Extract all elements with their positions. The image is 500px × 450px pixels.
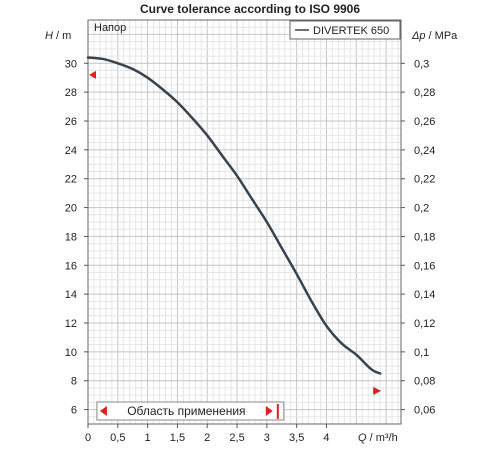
- operating-range-box: [96, 401, 285, 421]
- x-tick-label: 1: [145, 432, 151, 444]
- y-right-tick-label: 0,24: [414, 145, 435, 157]
- y-axis-right-var: Δp: [411, 30, 426, 42]
- y-right-tick-label: 0,22: [414, 174, 435, 186]
- y-left-tick-label: 28: [65, 87, 77, 99]
- y-right-tick-label: 0,12: [414, 318, 435, 330]
- y-right-tick-label: 0,14: [414, 289, 435, 301]
- x-axis-label: Q / m³/h: [358, 432, 398, 444]
- y-left-tick-label: 20: [65, 203, 77, 215]
- y-right-tick-label: 0,16: [414, 260, 435, 272]
- x-axis-unit: / m³/h: [367, 432, 398, 444]
- x-axis-var: Q: [358, 432, 367, 444]
- y-axis-right-label: Δp / MPa: [411, 30, 458, 42]
- legend-box: [289, 20, 401, 40]
- chart-title: Curve tolerance according to ISO 9906: [140, 2, 360, 16]
- legend: DIVERTEK 650: [289, 20, 401, 40]
- y-left-tick-label: 30: [65, 58, 77, 70]
- y-left-tick-label: 14: [65, 289, 77, 301]
- legend-entry: DIVERTEK 650: [313, 25, 389, 37]
- y-right-tick-label: 0,2: [414, 203, 429, 215]
- y-axis-left-unit: / m: [53, 30, 71, 42]
- x-tick-label: 2,5: [229, 432, 244, 444]
- operating-range-left-arrow: [99, 406, 107, 416]
- tolerance-markers: [89, 70, 382, 395]
- y-left-tick-label: 22: [65, 174, 77, 186]
- y-left-tick-label: 10: [65, 347, 77, 359]
- operating-range: Область применения: [96, 401, 285, 421]
- y-left-tick-label: 6: [71, 405, 77, 417]
- y-right-tick-label: 0,1: [414, 347, 429, 359]
- ticks: 0 0,5 1 1,5 2 2,5 3 3,5 4 6 8 10 12 14 16 18 20 22 24 26 28 3…: [65, 58, 436, 444]
- y-right-tick-label: 0,06: [414, 405, 435, 417]
- x-tick-label: 0,5: [110, 432, 125, 444]
- operating-range-label: Область применения: [127, 404, 245, 418]
- y-left-tick-label: 26: [65, 116, 77, 128]
- x-tick-label: 0: [85, 432, 91, 444]
- y-axis-right-unit: / MPa: [426, 30, 459, 42]
- tolerance-marker: [373, 386, 382, 395]
- y-left-tick-label: 24: [65, 145, 77, 157]
- y-axis-left-label: H / m: [45, 30, 71, 42]
- y-right-tick-label: 0,18: [414, 231, 435, 243]
- y-right-tick-label: 0,3: [414, 58, 429, 70]
- grid: [88, 20, 401, 424]
- tolerance-marker: [89, 70, 96, 79]
- y-right-tick-label: 0,28: [414, 87, 435, 99]
- plot-frame: [87, 19, 402, 425]
- x-tick-label: 3: [264, 432, 270, 444]
- y-axis-left-var: H: [45, 30, 53, 42]
- series-label: Напор: [94, 22, 126, 34]
- x-tick-label: 3,5: [289, 432, 304, 444]
- y-right-tick-label: 0,26: [414, 116, 435, 128]
- x-tick-label: 4: [323, 432, 329, 444]
- y-left-tick-label: 8: [71, 376, 77, 388]
- y-left-tick-label: 18: [65, 231, 77, 243]
- y-left-tick-label: 16: [65, 260, 77, 272]
- series-line-divertek-650: [86, 56, 382, 375]
- x-tick-label: 1,5: [170, 432, 185, 444]
- y-right-tick-label: 0,08: [414, 376, 435, 388]
- x-tick-label: 2: [204, 432, 210, 444]
- y-left-tick-label: 12: [65, 318, 77, 330]
- operating-range-right-arrow: [265, 406, 273, 416]
